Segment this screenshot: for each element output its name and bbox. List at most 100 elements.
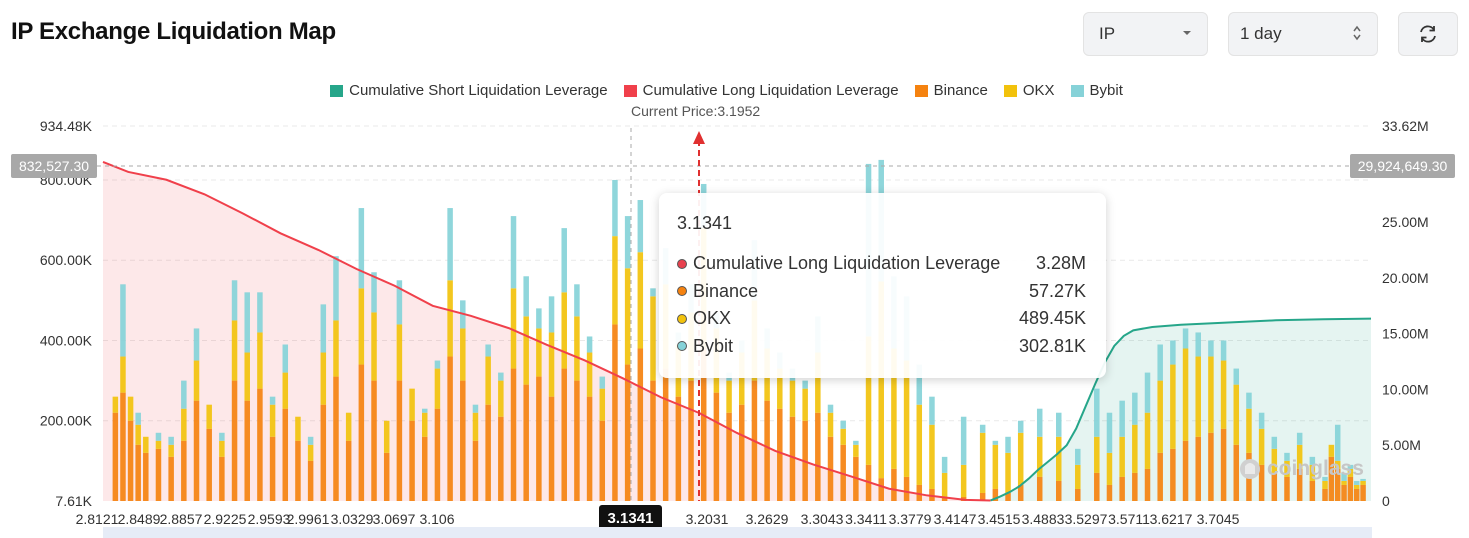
bybit-bar [1233, 368, 1240, 385]
binance-bar [460, 380, 466, 501]
okx-bar [865, 336, 872, 465]
bybit-bar [802, 380, 808, 389]
binance-bar [345, 440, 352, 501]
binance-bar [523, 384, 529, 501]
binance-bar [135, 444, 141, 501]
okx-bar [345, 412, 352, 441]
bybit-bar [574, 284, 580, 317]
okx-bar [929, 424, 935, 489]
tooltip-label: OKX [693, 308, 732, 329]
legend-item-binance[interactable]: Binance [914, 82, 988, 99]
binance-bar [1334, 468, 1341, 501]
binance-bar [1036, 476, 1043, 501]
okx-bar [903, 360, 910, 477]
bybit-bar [1017, 420, 1024, 433]
coin-select[interactable]: IP [1083, 12, 1208, 56]
okx-bar [282, 372, 289, 409]
okx-bar [979, 432, 986, 493]
legend-item-cumulative-short-liquidation-leverage[interactable]: Cumulative Short Liquidation Leverage [330, 82, 608, 99]
bybit-bar [307, 436, 314, 445]
okx-bar [447, 280, 453, 357]
okx-bar [1170, 364, 1176, 449]
binance-bar [675, 396, 682, 501]
okx-bar [396, 324, 403, 381]
bybit-bar [624, 216, 631, 269]
binance-bar [127, 420, 134, 501]
tooltip-label: Binance [693, 280, 759, 301]
binance-bar [1170, 448, 1176, 501]
okx-bar [231, 320, 238, 381]
okx-bar [624, 268, 631, 365]
binance-bar [1106, 484, 1113, 501]
okx-bar [498, 380, 504, 417]
x-tick-label: 3.4147 [934, 511, 977, 527]
watermark-text: coinglass [1267, 457, 1364, 480]
zoom-slider-track[interactable] [103, 527, 1372, 538]
binance-bar [1144, 468, 1151, 501]
bybit-bar [1170, 340, 1176, 365]
legend-item-okx[interactable]: OKX [1003, 82, 1055, 99]
binance-bar [383, 452, 390, 501]
okx-bar [1309, 464, 1316, 481]
x-tick-label: 3.5297 [1065, 511, 1108, 527]
y-right-tick-label: 5.00M [1382, 437, 1421, 453]
legend-label: Bybit [1089, 82, 1123, 99]
binance-bar [1195, 436, 1201, 501]
bybit-bar [1258, 412, 1265, 429]
okx-bar [193, 360, 200, 401]
okx-bar [1334, 460, 1341, 469]
okx-bar [827, 412, 834, 437]
binance-bar [257, 388, 263, 501]
legend-item-cumulative-long-liquidation-leverage[interactable]: Cumulative Long Liquidation Leverage [623, 82, 899, 99]
bybit-bar [231, 280, 238, 321]
binance-bar [662, 368, 669, 501]
bybit-bar [523, 276, 529, 317]
x-tick-label: 2.8489 [118, 511, 161, 527]
okx-bar [1328, 444, 1335, 457]
okx-bar [295, 416, 301, 441]
okx-bar [992, 444, 999, 489]
binance-bar [624, 364, 631, 501]
okx-bar [1246, 408, 1252, 453]
okx-bar [960, 464, 967, 497]
range-select[interactable]: 1 day [1228, 12, 1378, 56]
y-left-tick-label: 200.00K [40, 413, 93, 429]
binance-bar [1094, 472, 1100, 501]
okx-bar [1119, 436, 1125, 477]
long-cumulative-line [102, 160, 991, 502]
okx-bar [1258, 428, 1265, 465]
okx-bar [485, 356, 491, 405]
binance-bar [422, 436, 428, 501]
bybit-bar [1334, 424, 1341, 461]
x-tick-label: 3.3411 [845, 511, 887, 527]
tooltip-label: Bybit [693, 335, 734, 356]
bybit-bar [1144, 372, 1151, 413]
binance-bar [574, 380, 580, 501]
okx-bar [789, 380, 796, 417]
okx-bar [434, 368, 441, 409]
binance-bar [485, 404, 491, 501]
refresh-button[interactable] [1398, 12, 1458, 56]
okx-bar [1056, 436, 1062, 481]
okx-bar [333, 320, 339, 377]
x-tick-label: 2.8121 [76, 511, 119, 527]
y-right-tick-label: 10.00M [1382, 381, 1429, 397]
binance-bar [333, 376, 339, 501]
binance-bar [536, 376, 542, 501]
binance-bar [726, 412, 732, 501]
bybit-bar [333, 256, 339, 321]
y-left-tick-label: 934.48K [40, 118, 93, 134]
binance-bar [777, 408, 783, 501]
okx-bar [1106, 452, 1113, 485]
coinglass-logo-icon [1240, 459, 1260, 479]
okx-bar [726, 380, 732, 413]
binance-bar [295, 440, 301, 501]
binance-bar [219, 456, 225, 501]
tooltip-label: Cumulative Long Liquidation Leverage [693, 253, 1001, 274]
okx-bar [320, 352, 327, 405]
tooltip-row: OKX 489.45K [677, 305, 1086, 333]
bybit-bar [422, 408, 428, 413]
legend-item-bybit[interactable]: Bybit [1070, 82, 1123, 99]
caret-down-icon [1183, 31, 1191, 35]
